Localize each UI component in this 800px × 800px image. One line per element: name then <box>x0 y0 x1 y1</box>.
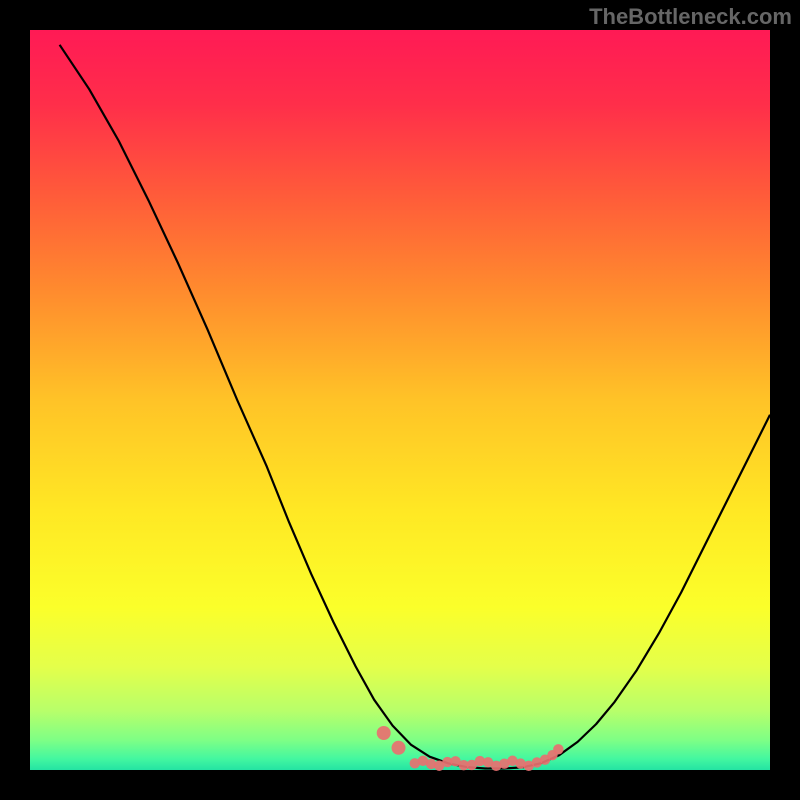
marker-dot <box>377 726 391 740</box>
marker-cluster <box>377 726 564 771</box>
marker-dot <box>553 744 563 754</box>
watermark-text: TheBottleneck.com <box>589 4 792 30</box>
marker-dot <box>392 741 406 755</box>
bottleneck-curve <box>60 45 770 769</box>
chart-svg-layer <box>0 0 800 800</box>
chart-frame: TheBottleneck.com <box>0 0 800 800</box>
